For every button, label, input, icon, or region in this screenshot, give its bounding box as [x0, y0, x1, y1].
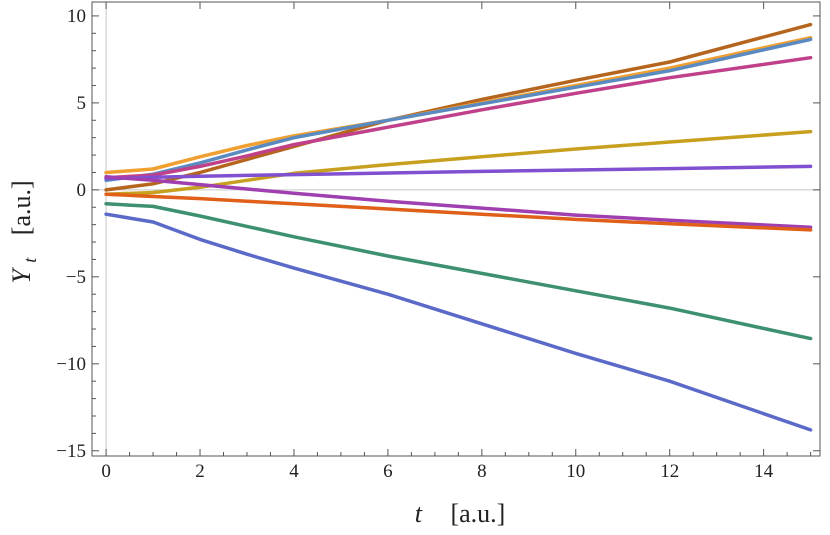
- x-tick-label: 14: [754, 461, 774, 482]
- series-line-5: [104, 129, 813, 196]
- y-axis-variable: Y: [7, 267, 36, 284]
- x-tick-label: 6: [383, 461, 393, 482]
- series-line-8: [104, 192, 813, 232]
- plot-area: [92, 2, 820, 456]
- y-axis-unit: [a.u.]: [7, 180, 36, 235]
- x-tick-label: 8: [477, 461, 487, 482]
- y-tick-label: −10: [56, 354, 86, 375]
- axes: 0 2 4 6 8 10 12 14 −15 −10 −5 0 5 10: [56, 1, 821, 482]
- y-axis-title: Y t [a.u.]: [7, 180, 42, 283]
- series-line-4: [104, 55, 813, 180]
- series-line-9: [104, 202, 813, 341]
- x-axis-title: t [a.u.]: [415, 499, 506, 528]
- x-tick-label: 2: [195, 461, 205, 482]
- x-tick-label: 10: [566, 461, 585, 482]
- y-tick-label: 10: [67, 6, 86, 27]
- series-line-7: [104, 175, 813, 230]
- series-line-6: [104, 164, 813, 181]
- y-tick-label: −5: [66, 267, 86, 288]
- y-tick-label: 0: [77, 180, 87, 201]
- y-axis-subscript: t: [20, 257, 40, 263]
- x-axis-unit: [a.u.]: [450, 499, 505, 528]
- x-tick-label: 12: [660, 461, 679, 482]
- series-line-3: [104, 37, 813, 183]
- plot-frame: [91, 1, 821, 457]
- x-tick-label: 0: [101, 461, 111, 482]
- series-line-10: [104, 212, 813, 432]
- x-axis-variable: t: [415, 499, 423, 528]
- y-tick-label: 5: [77, 93, 87, 114]
- x-tick-label: 4: [289, 461, 299, 482]
- y-tick-label: −15: [56, 441, 86, 462]
